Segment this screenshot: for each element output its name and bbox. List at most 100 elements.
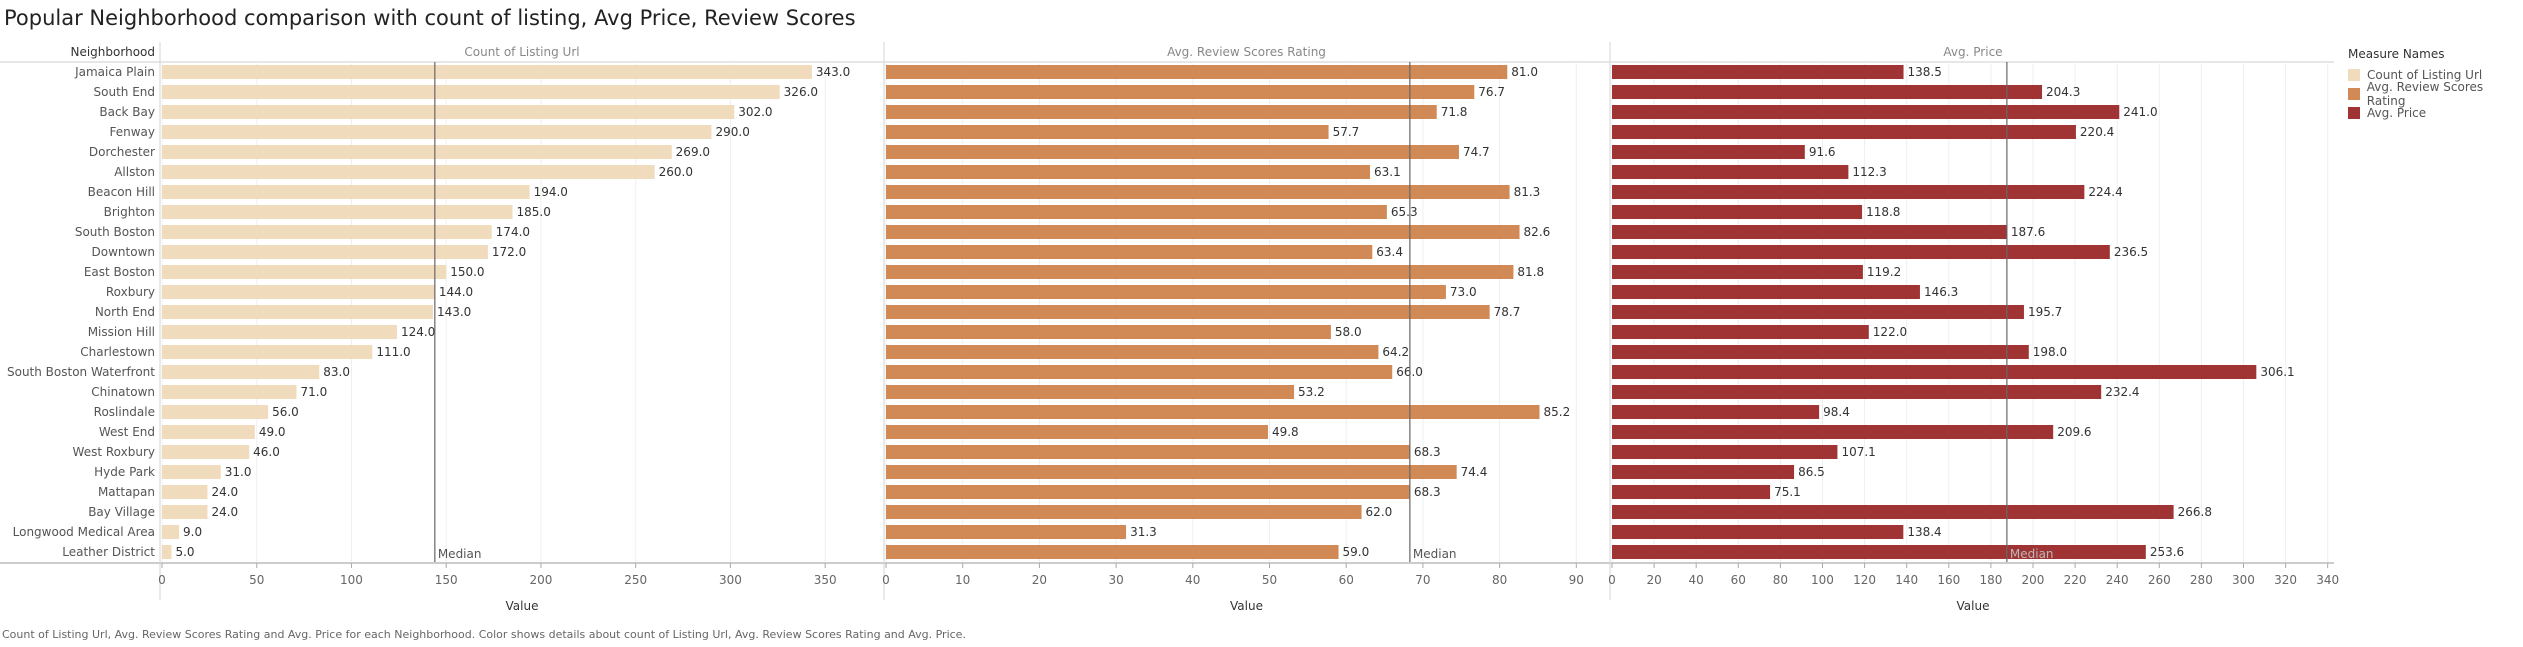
category-label: South End (94, 85, 156, 99)
tick-label: 220 (2064, 573, 2087, 587)
data-label: 63.4 (1376, 245, 1403, 259)
legend-item-review[interactable]: Avg. Review Scores Rating (2348, 80, 2523, 108)
bar (886, 325, 1331, 339)
bar (886, 525, 1127, 539)
bar (1612, 405, 1820, 419)
category-label: Charlestown (80, 345, 155, 359)
tick-label: 0 (882, 573, 890, 587)
data-label: 76.7 (1478, 85, 1505, 99)
data-label: 58.0 (1335, 325, 1362, 339)
tick-label: 10 (955, 573, 970, 587)
data-label: 174.0 (496, 225, 530, 239)
bar (162, 65, 812, 79)
category-label: Downtown (92, 245, 155, 259)
data-label: 253.6 (2150, 545, 2184, 559)
bar (162, 325, 397, 339)
data-label: 138.5 (1908, 65, 1942, 79)
data-label: 68.3 (1414, 445, 1441, 459)
bar (162, 205, 513, 219)
bar (162, 425, 255, 439)
bar (886, 465, 1457, 479)
data-label: 64.2 (1382, 345, 1409, 359)
bar (1612, 465, 1795, 479)
category-label: Leather District (62, 545, 155, 559)
bar (1612, 325, 1869, 339)
data-label: 124.0 (401, 325, 435, 339)
legend-item-price[interactable]: Avg. Price (2348, 103, 2523, 122)
tick-label: 150 (435, 573, 458, 587)
data-label: 224.4 (2088, 185, 2122, 199)
legend-swatch (2348, 87, 2360, 100)
category-label: Mission Hill (88, 325, 155, 339)
bar (162, 485, 208, 499)
bar (162, 405, 269, 419)
data-label: 302.0 (738, 105, 772, 119)
tick-label: 140 (1895, 573, 1918, 587)
data-label: 71.0 (301, 385, 328, 399)
median-label: Median (2010, 547, 2054, 561)
data-label: 73.0 (1450, 285, 1477, 299)
data-label: 49.0 (259, 425, 286, 439)
data-label: 74.7 (1463, 145, 1490, 159)
tick-label: 280 (2190, 573, 2213, 587)
axis-title: Value (1957, 599, 1990, 613)
data-label: 68.3 (1414, 485, 1441, 499)
tick-label: 20 (1032, 573, 1047, 587)
data-label: 31.3 (1130, 525, 1157, 539)
data-label: 57.7 (1333, 125, 1360, 139)
bar (162, 525, 180, 539)
bar (886, 185, 1510, 199)
data-label: 63.1 (1374, 165, 1401, 179)
category-label: North End (95, 305, 155, 319)
bar (162, 245, 488, 259)
data-label: 86.5 (1798, 465, 1825, 479)
bar (1612, 245, 2110, 259)
bar (162, 185, 530, 199)
bar (1612, 105, 2120, 119)
bar (886, 125, 1329, 139)
tick-label: 100 (340, 573, 363, 587)
category-label: Dorchester (89, 145, 155, 159)
tick-label: 320 (2274, 573, 2297, 587)
data-label: 150.0 (450, 265, 484, 279)
tick-label: 120 (1853, 573, 1876, 587)
category-label: East Boston (84, 265, 155, 279)
data-label: 232.4 (2105, 385, 2139, 399)
bar (886, 285, 1446, 299)
tick-label: 40 (1689, 573, 1704, 587)
data-label: 269.0 (676, 145, 710, 159)
data-label: 56.0 (272, 405, 299, 419)
bar (886, 105, 1437, 119)
category-label: Jamaica Plain (74, 65, 155, 79)
bar (886, 545, 1339, 559)
data-label: 62.0 (1366, 505, 1393, 519)
bar (886, 405, 1540, 419)
bar-chart: Neighborhood Jamaica Plain South End Back B… (0, 42, 2339, 613)
tick-label: 30 (1108, 573, 1123, 587)
data-label: 31.0 (225, 465, 252, 479)
tick-label: 240 (2106, 573, 2129, 587)
tick-label: 0 (1608, 573, 1616, 587)
category-label: Hyde Park (94, 465, 155, 479)
bar (1612, 485, 1771, 499)
bar (886, 65, 1508, 79)
bar (886, 365, 1393, 379)
data-label: 194.0 (534, 185, 568, 199)
category-label: Beacon Hill (88, 185, 155, 199)
bar (886, 385, 1295, 399)
data-label: 91.6 (1809, 145, 1836, 159)
tick-label: 50 (1262, 573, 1277, 587)
data-label: 81.0 (1511, 65, 1538, 79)
legend-item-count[interactable]: Count of Listing Url (2348, 65, 2523, 84)
bar (162, 345, 373, 359)
data-label: 185.0 (517, 205, 551, 219)
bar (886, 305, 1490, 319)
data-label: 111.0 (376, 345, 410, 359)
bar (886, 225, 1520, 239)
data-label: 172.0 (492, 245, 526, 259)
tick-label: 250 (624, 573, 647, 587)
data-label: 143.0 (437, 305, 471, 319)
tick-label: 200 (2022, 573, 2045, 587)
data-label: 9.0 (183, 525, 202, 539)
bar (886, 345, 1379, 359)
